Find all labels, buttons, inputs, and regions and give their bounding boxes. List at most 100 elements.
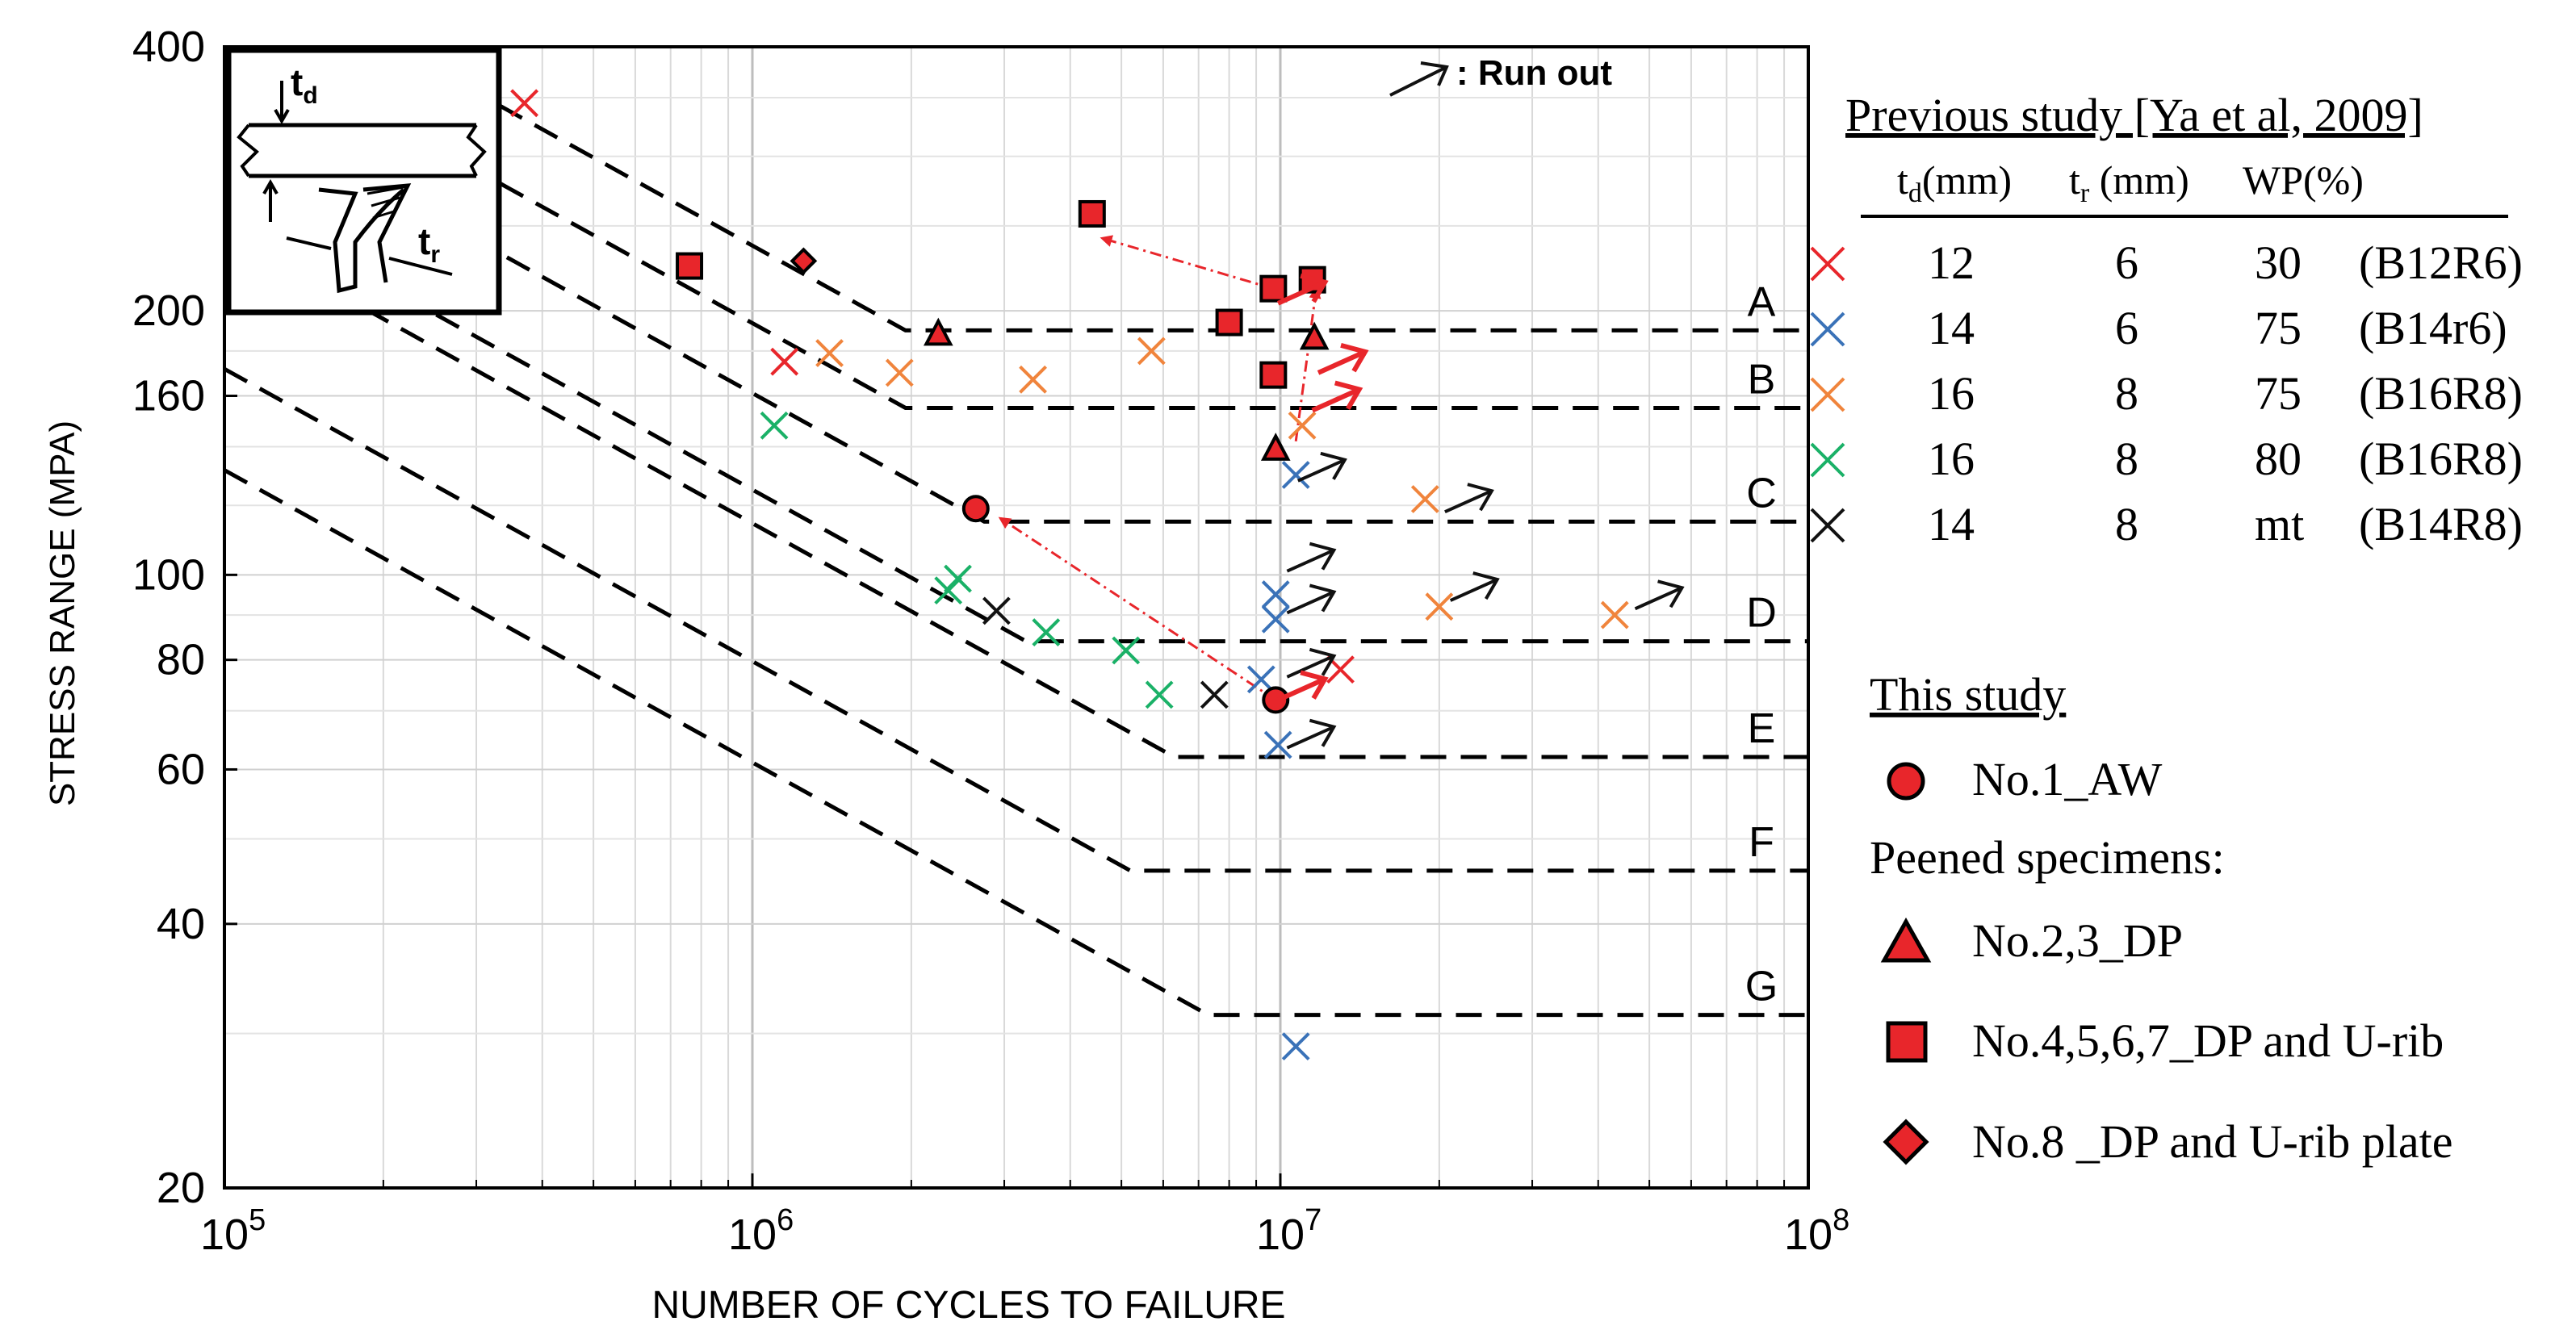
point-triangle-No-2-3-DP [1260,433,1291,461]
transition-arrow [1100,235,1274,291]
runout-arrow-shaft [1286,590,1335,615]
legend-row-tr: 8 [2115,433,2138,485]
runout-arrows [1276,273,1685,750]
point-x-B16R8 [944,564,972,593]
legend-row-tr: 6 [2115,302,2138,354]
curve-label-E: E [1748,705,1776,752]
design-curve-D [223,195,1808,644]
curve-label-B: B [1748,356,1776,403]
y-tick-label: 20 [157,1164,205,1212]
runout-arrow-head [1309,542,1337,571]
point-x-B16R8 [885,358,914,387]
legend-row-td: 12 [1928,236,1975,289]
point-x-B16R8 [1019,365,1048,394]
runout-arrow-shaft [1297,458,1346,483]
runout-arrow-shaft [1634,586,1683,611]
legend-previous-title: Previous study [Ya et al, 2009] [1845,89,2423,141]
runout-arrow-shaft [1444,489,1493,514]
legend-triangle-marker [1880,917,1932,963]
inset-sketch: td tr [225,47,502,316]
point-triangle-No-2-3-DP [924,317,953,346]
y-tick-label: 100 [132,550,205,599]
design-curve-A [392,44,1808,332]
runout-arrow-head [1320,451,1347,480]
legend-col-tr: tr (mm) [2069,157,2189,208]
point-x-B16R8 [1112,636,1141,665]
runout-arrow-head [1467,483,1494,512]
point-x-B16R8 [1600,600,1629,629]
point-x-B16R8 [1410,485,1439,513]
point-x-B14R8 [982,596,1011,625]
legend-row-tr: 6 [2115,236,2138,289]
runout-arrow-shaft [1286,548,1335,573]
runout-arrow-head [1472,571,1500,600]
curve-label-A: A [1748,278,1776,325]
legend-tri-label: No.2,3_DP [1972,914,2183,967]
legend-sq-label: No.4,5,6,7_DP and U-rib [1972,1014,2444,1067]
point-x-B14R8 [1200,680,1229,709]
plot-grid [224,47,1808,1188]
legend-col-wp: WP(%) [2243,157,2364,203]
legend-dia-label: No.8 _DP and U-rib plate [1972,1115,2452,1168]
runout-arrow-shaft [1317,349,1367,375]
point-square-No-4-5-6-7-DP-and-U-rib [1259,361,1288,389]
legend-row-wp: 80 [2255,433,2302,485]
point-x-B16R8 [1145,680,1174,709]
legend-row-td: 14 [1928,498,1975,550]
axis-ticks: 105 106 107 108 400 200 160 100 80 60 40 20 [132,23,1849,1259]
point-x-B16R8 [1288,411,1317,440]
legend-row-marker [1810,312,1845,347]
transition-arrow [1294,286,1322,442]
point-triangle-No-2-3-DP [1299,321,1330,350]
runout-arrow-head [1300,670,1329,700]
y-tick-label: 40 [157,900,205,948]
legend-row-tr: 8 [2115,367,2138,420]
point-x-B16R8 [815,339,844,367]
point-x-B14r6 [1281,461,1310,489]
y-tick-label: 160 [132,371,205,420]
point-x-B16R8 [1032,618,1061,646]
legend-this-study-title: This study [1870,668,2066,721]
inset-td-label: td [291,61,318,109]
point-square-No-4-5-6-7-DP-and-U-rib [676,252,704,280]
design-curve-E [223,228,1808,759]
plot-frame [223,45,1810,1190]
runout-arrow-shaft [1311,387,1360,413]
legend-row-marker [1810,377,1845,412]
curve-label-D: D [1746,590,1777,637]
point-square-No-4-5-6-7-DP-and-U-rib [1078,199,1106,228]
point-x-B16R8 [1425,592,1454,621]
runout-arrow-shaft [1286,725,1335,750]
legend-row-marker [1810,442,1845,478]
y-tick-label: 80 [157,636,205,684]
point-x-B14r6 [1261,580,1290,608]
design-curve-G [223,468,1808,1018]
legend-row-name: (B16R8) [2359,367,2523,420]
legend-row-wp: 75 [2255,302,2302,354]
legend-row-wp: mt [2255,498,2304,550]
transition-arrow [998,516,1277,701]
y-tick-label: 200 [132,286,205,335]
design-curve-F [223,367,1808,873]
runout-arrow-head [1300,273,1329,303]
point-square-No-4-5-6-7-DP-and-U-rib [1215,308,1243,337]
legend-col-td: td(mm) [1897,157,2012,208]
runout-key-arrow-head [1420,61,1449,86]
x-tick-label: 107 [1256,1203,1322,1259]
x-tick-label: 106 [728,1203,794,1259]
point-x-B12R6 [770,347,799,376]
runout-arrow-head [1309,647,1337,676]
y-axis-title: STRESS RANGE (MPA) [43,420,82,806]
legend: Previous study [Ya et al, 2009] td(mm) t… [1810,89,2523,1168]
legend-row-td: 16 [1928,367,1975,420]
runout-arrow-head [1334,380,1363,411]
data-points [510,89,1629,1061]
curve-label-G: G [1745,964,1778,1010]
legend-row-wp: 30 [2255,236,2302,289]
legend-row-tr: 8 [2115,498,2138,550]
inset-frame [225,47,502,316]
legend-rows: 12 6 30 (B12R6) 14 6 75 (B14r6) 16 8 75 (B16R8) 16 8 8… [1810,236,2523,550]
x-tick-label: 108 [1784,1203,1849,1259]
legend-aw-label: No.1_AW [1972,753,2163,805]
point-diamond-No-8-DP-and-U-rib-plate [790,247,818,275]
